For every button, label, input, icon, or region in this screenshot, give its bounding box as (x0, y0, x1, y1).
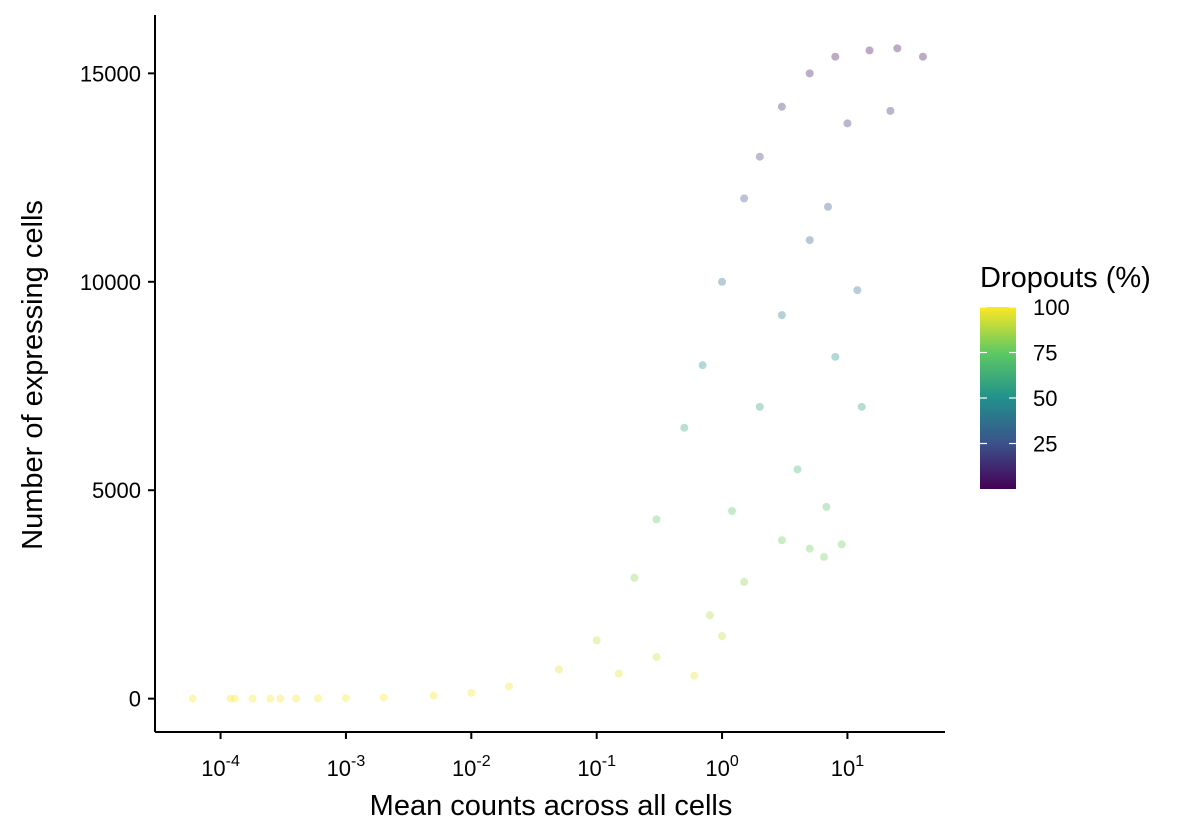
data-point (718, 277, 727, 286)
data-point (777, 536, 786, 545)
data-point (614, 669, 623, 678)
data-point (718, 632, 727, 641)
data-point (226, 694, 235, 703)
data-point (853, 286, 862, 295)
data-point (805, 236, 814, 245)
legend-tick-label: 75 (1033, 341, 1057, 366)
data-point (819, 552, 828, 561)
data-point (652, 515, 661, 524)
x-tick-label: 101 (831, 753, 864, 781)
data-point (831, 352, 840, 361)
legend-tick-label: 25 (1033, 432, 1057, 457)
x-tick-label: 10-1 (577, 753, 616, 781)
data-point (266, 694, 275, 703)
data-point (886, 106, 895, 115)
data-point (276, 694, 285, 703)
data-point (341, 694, 350, 703)
data-point (843, 119, 852, 128)
data-point (292, 694, 301, 703)
data-point (652, 652, 661, 661)
data-point (690, 671, 699, 680)
x-axis-title: Mean counts across all cells (370, 790, 733, 822)
y-axis-title: Number of expressing cells (17, 200, 49, 550)
data-point (698, 361, 707, 370)
data-point (505, 682, 514, 691)
data-point (831, 52, 840, 61)
data-point (777, 311, 786, 320)
points-layer (188, 44, 927, 703)
data-point (314, 694, 323, 703)
data-point (777, 102, 786, 111)
data-point (680, 423, 689, 432)
data-point (857, 402, 866, 411)
y-tick-label: 15000 (80, 61, 141, 86)
data-point (805, 69, 814, 78)
color-legend: Dropouts (%) 100 75 50 25 (980, 262, 1151, 489)
legend-ticks: 100 75 50 25 (980, 295, 1070, 457)
data-point (793, 465, 802, 474)
data-point (865, 46, 874, 55)
axes: 10-4 10-3 10-2 10-1 100 101 0 5000 10000 15000 (80, 15, 945, 781)
data-point (918, 52, 927, 61)
data-point (824, 202, 833, 211)
data-point (893, 44, 902, 53)
y-tick-label: 5000 (92, 478, 141, 503)
data-point (188, 694, 197, 703)
data-point (592, 636, 601, 645)
x-tick-label: 10-4 (201, 753, 240, 781)
x-tick-label: 10-2 (452, 753, 491, 781)
data-point (755, 152, 764, 161)
data-point (805, 544, 814, 553)
y-tick-label: 0 (129, 687, 141, 712)
y-tick-label: 10000 (80, 270, 141, 295)
data-point (837, 540, 846, 549)
data-point (429, 691, 438, 700)
data-point (740, 577, 749, 586)
x-tick-label: 10-3 (327, 753, 366, 781)
data-point (740, 194, 749, 203)
legend-tick-label: 100 (1033, 295, 1070, 320)
data-point (554, 665, 563, 674)
data-point (630, 573, 639, 582)
data-point (822, 502, 831, 511)
legend-tick-label: 50 (1033, 386, 1057, 411)
data-point (705, 611, 714, 620)
data-point (467, 688, 476, 697)
legend-title: Dropouts (%) (980, 262, 1151, 294)
data-point (230, 694, 239, 703)
data-point (248, 694, 257, 703)
x-tick-label: 100 (705, 753, 738, 781)
data-point (379, 693, 388, 702)
data-point (755, 402, 764, 411)
data-point (727, 507, 736, 516)
